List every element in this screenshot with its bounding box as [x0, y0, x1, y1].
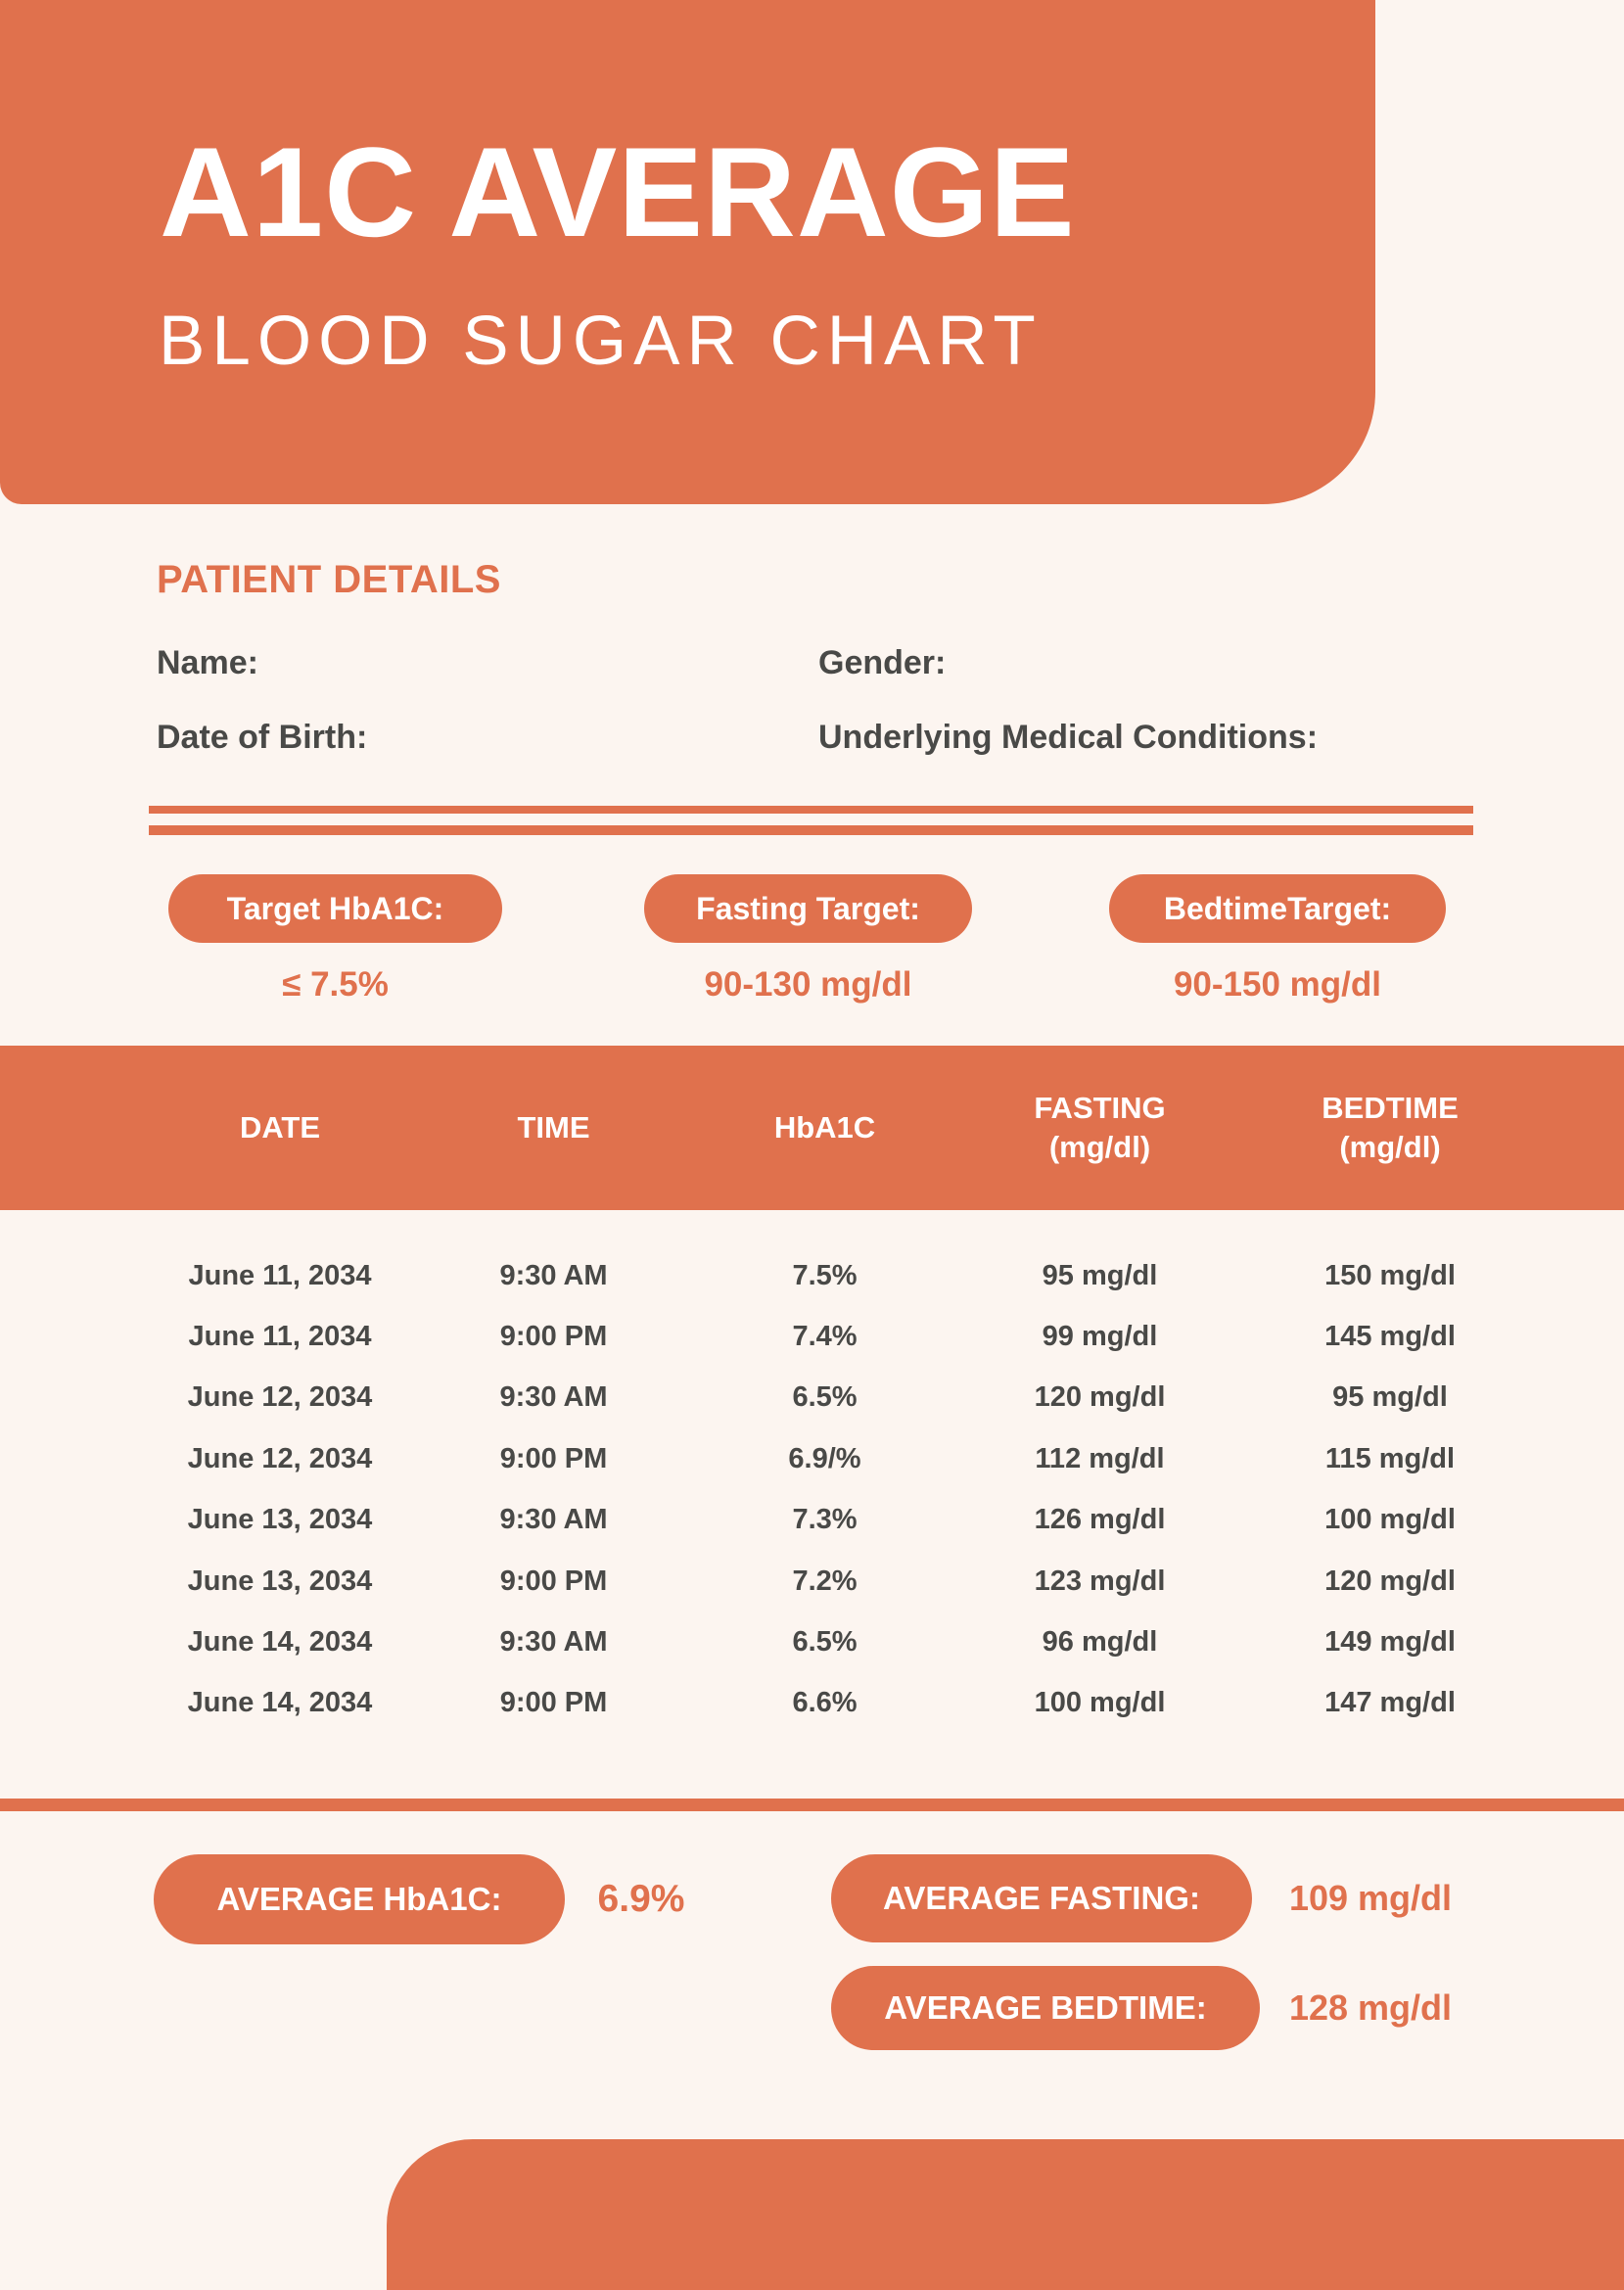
cell-hba1c: 7.2%	[792, 1565, 858, 1597]
cell-bedtime: 95 mg/dl	[1332, 1381, 1448, 1414]
cell-time: 9:00 PM	[499, 1321, 608, 1353]
cell-bedtime: 115 mg/dl	[1324, 1442, 1456, 1474]
divider-line-top	[149, 806, 1473, 814]
column-header-date-label: DATE	[239, 1109, 321, 1145]
bedtime-target-pill: BedtimeTarget:	[1109, 874, 1446, 943]
cell-time: 9:30 AM	[499, 1626, 608, 1659]
patient-details-heading: PATIENT DETAILS	[157, 558, 501, 601]
column-header-bedtime-unit: (mg/dl)	[1339, 1130, 1441, 1164]
table-row: June 11, 2034 9:00 PM 7.4% 99 mg/dl 145 …	[0, 1306, 1624, 1367]
page-title: A1C AVERAGE	[160, 120, 1076, 263]
cell-fasting: 99 mg/dl	[1042, 1321, 1158, 1353]
cell-hba1c: 6.6%	[792, 1687, 858, 1719]
cell-time: 9:00 PM	[499, 1687, 608, 1719]
conditions-label: Underlying Medical Conditions:	[818, 719, 1319, 756]
cell-date: June 13, 2034	[187, 1504, 373, 1536]
cell-bedtime: 145 mg/dl	[1324, 1321, 1456, 1353]
target-hba1c-value: ≤ 7.5%	[282, 965, 389, 1004]
cell-hba1c: 7.3%	[792, 1504, 858, 1536]
cell-fasting: 123 mg/dl	[1034, 1565, 1166, 1597]
target-hba1c-pill: Target HbA1C:	[168, 874, 502, 943]
cell-fasting: 126 mg/dl	[1034, 1504, 1166, 1536]
cell-date: June 12, 2034	[187, 1381, 373, 1414]
column-header-fasting: FASTING (mg/dl)	[959, 1089, 1240, 1168]
cell-time: 9:00 PM	[499, 1565, 608, 1597]
fasting-target-value: 90-130 mg/dl	[704, 965, 912, 1004]
column-header-bedtime-label: BEDTIME	[1322, 1090, 1459, 1125]
average-bedtime-value: 128 mg/dl	[1288, 1987, 1453, 2028]
cell-hba1c: 6.9/%	[788, 1442, 861, 1474]
column-header-hba1c: HbA1C	[690, 1108, 959, 1147]
table-row: June 12, 2034 9:30 AM 6.5% 120 mg/dl 95 …	[0, 1368, 1624, 1428]
cell-hba1c: 7.5%	[792, 1259, 858, 1291]
cell-fasting: 100 mg/dl	[1034, 1687, 1166, 1719]
cell-hba1c: 6.5%	[792, 1626, 858, 1659]
column-header-fasting-unit: (mg/dl)	[1048, 1130, 1151, 1164]
cell-fasting: 120 mg/dl	[1034, 1381, 1166, 1414]
cell-bedtime: 149 mg/dl	[1324, 1626, 1456, 1659]
table-header-row: DATE TIME HbA1C FASTING (mg/dl) BEDTIME …	[0, 1046, 1624, 1210]
cell-time: 9:00 PM	[499, 1442, 608, 1474]
footer-banner	[387, 2139, 1624, 2290]
column-header-time: TIME	[417, 1108, 690, 1147]
cell-date: June 14, 2034	[187, 1626, 373, 1659]
bedtime-target-value: 90-150 mg/dl	[1173, 965, 1382, 1004]
cell-hba1c: 6.5%	[792, 1381, 858, 1414]
average-hba1c-value: 6.9%	[597, 1878, 685, 1920]
table-row: June 13, 2034 9:30 AM 7.3% 126 mg/dl 100…	[0, 1490, 1624, 1551]
cell-time: 9:30 AM	[499, 1259, 608, 1291]
cell-hba1c: 7.4%	[792, 1321, 858, 1353]
gender-label: Gender:	[818, 644, 947, 681]
cell-date: June 13, 2034	[187, 1565, 373, 1597]
cell-bedtime: 100 mg/dl	[1324, 1504, 1456, 1536]
cell-fasting: 95 mg/dl	[1042, 1259, 1158, 1291]
average-fasting-pill: AVERAGE FASTING:	[831, 1854, 1252, 1942]
cell-time: 9:30 AM	[499, 1504, 608, 1536]
table-row: June 14, 2034 9:00 PM 6.6% 100 mg/dl 147…	[0, 1673, 1624, 1734]
table-body: June 11, 2034 9:30 AM 7.5% 95 mg/dl 150 …	[0, 1245, 1624, 1734]
column-header-date: DATE	[143, 1108, 417, 1147]
table-row: June 12, 2034 9:00 PM 6.9/% 112 mg/dl 11…	[0, 1428, 1624, 1489]
cell-bedtime: 147 mg/dl	[1324, 1687, 1456, 1719]
cell-date: June 12, 2034	[187, 1442, 373, 1474]
fasting-target-pill: Fasting Target:	[644, 874, 972, 943]
cell-date: June 11, 2034	[188, 1321, 372, 1353]
cell-bedtime: 150 mg/dl	[1324, 1259, 1456, 1291]
column-header-bedtime: BEDTIME (mg/dl)	[1240, 1089, 1540, 1168]
table-row: June 13, 2034 9:00 PM 7.2% 123 mg/dl 120…	[0, 1551, 1624, 1612]
column-header-fasting-label: FASTING	[1034, 1090, 1166, 1125]
cell-fasting: 112 mg/dl	[1035, 1442, 1165, 1474]
average-fasting-value: 109 mg/dl	[1288, 1878, 1453, 1918]
average-bedtime-pill: AVERAGE BEDTIME:	[831, 1966, 1260, 2050]
cell-date: June 11, 2034	[188, 1259, 372, 1291]
cell-time: 9:30 AM	[499, 1381, 608, 1414]
cell-bedtime: 120 mg/dl	[1324, 1565, 1456, 1597]
column-header-time-label: TIME	[517, 1109, 590, 1145]
page-subtitle: BLOOD SUGAR CHART	[159, 303, 1043, 380]
section-divider-bar	[0, 1799, 1624, 1811]
table-row: June 14, 2034 9:30 AM 6.5% 96 mg/dl 149 …	[0, 1612, 1624, 1672]
name-label: Name:	[157, 644, 258, 681]
dob-label: Date of Birth:	[157, 719, 368, 756]
divider-line-bottom	[149, 825, 1473, 835]
column-header-hba1c-label: HbA1C	[773, 1109, 876, 1145]
average-hba1c-pill: AVERAGE HbA1C:	[154, 1854, 565, 1944]
header-banner: A1C AVERAGE BLOOD SUGAR CHART	[0, 0, 1375, 504]
cell-fasting: 96 mg/dl	[1042, 1626, 1158, 1659]
cell-date: June 14, 2034	[187, 1687, 373, 1719]
table-row: June 11, 2034 9:30 AM 7.5% 95 mg/dl 150 …	[0, 1245, 1624, 1306]
